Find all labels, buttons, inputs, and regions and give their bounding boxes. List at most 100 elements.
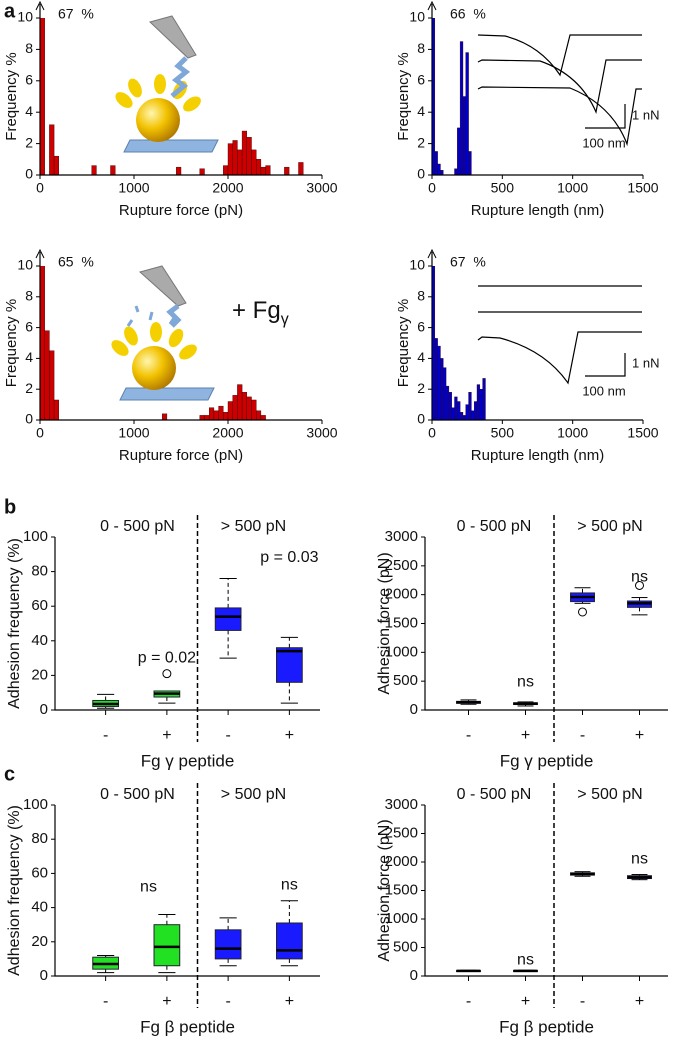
outlier	[635, 580, 644, 590]
x-tick-label: 3000	[306, 425, 337, 441]
x-tick-label: +	[162, 727, 171, 744]
x-tick-label: -	[466, 727, 471, 744]
scale-bar-label: 100 nm	[582, 383, 625, 398]
bars	[40, 18, 304, 175]
y-tick-label: 10	[409, 9, 425, 25]
bar	[40, 18, 45, 175]
x-tick-label: 1000	[118, 425, 149, 441]
arrow	[427, 0, 437, 11]
inset-label-subscript: γ	[281, 311, 289, 328]
y-tick-label: 0	[410, 967, 418, 984]
y-tick-label: 0	[40, 967, 48, 984]
bar	[44, 330, 50, 420]
y-tick-label: 10	[17, 9, 33, 25]
x-tick-label: -	[103, 727, 108, 744]
y-tick-label: 100	[23, 796, 48, 813]
annotation: p = 0.02	[138, 649, 196, 666]
bar	[256, 159, 262, 175]
x-tick-label: -	[225, 727, 230, 744]
bar	[434, 151, 438, 175]
bar	[440, 170, 444, 175]
bar	[437, 345, 441, 420]
bar	[227, 401, 233, 420]
y-axis-label: Adhesion force (pN)	[376, 552, 393, 694]
bar	[223, 165, 229, 175]
y-tick-label: 0	[25, 411, 33, 427]
x-tick-label: 500	[491, 180, 515, 196]
y-tick-label: 2000	[385, 853, 418, 870]
inset-label-text: + Fg	[232, 297, 281, 324]
bar	[49, 124, 55, 175]
x-axis-label: Rupture force (pN)	[119, 202, 243, 219]
bar	[251, 149, 257, 175]
bars	[432, 266, 486, 420]
bar	[241, 392, 248, 420]
y-tick-label: 2500	[385, 824, 418, 841]
bar	[437, 163, 441, 175]
bar	[459, 41, 464, 175]
bar	[440, 358, 444, 420]
x-axis-label: Fg β peptide	[140, 1017, 235, 1036]
y-tick-label: 0	[417, 166, 425, 182]
annotation: ns	[517, 674, 534, 691]
x-axis-label: Fg β peptide	[499, 1017, 594, 1036]
axis	[424, 805, 668, 977]
y-tick-label: 8	[417, 40, 425, 56]
bar	[260, 415, 266, 420]
bar	[223, 412, 229, 420]
bar	[443, 367, 447, 420]
y-tick-label: 6	[25, 318, 33, 334]
bar	[451, 407, 455, 420]
y-tick-label: 60	[31, 597, 48, 614]
axis	[424, 537, 668, 711]
x-tick-label: -	[580, 727, 585, 744]
bar	[246, 137, 252, 175]
bar	[246, 396, 252, 420]
bar	[232, 395, 238, 420]
bar	[479, 389, 483, 420]
box	[153, 924, 181, 967]
outlier	[162, 669, 172, 679]
bar	[199, 168, 205, 175]
bar	[468, 151, 472, 175]
bar	[454, 168, 458, 175]
x-tick-label: +	[162, 993, 171, 1010]
group-label: 0 - 500 pN	[457, 518, 532, 535]
annotation: p = 0.03	[260, 549, 318, 566]
bar	[260, 166, 266, 175]
bar	[471, 410, 475, 420]
y-axis-label: Frequency %	[3, 299, 20, 387]
bars	[40, 266, 266, 420]
bar	[457, 401, 461, 420]
y-tick-label: 0	[25, 166, 33, 182]
y-axis-label: Adhesion force (pN)	[376, 819, 393, 961]
bar	[241, 130, 248, 175]
x-tick-label: 0	[428, 425, 436, 441]
y-tick-label: 2	[417, 134, 425, 150]
box	[214, 607, 242, 631]
x-axis-label: Rupture length (nm)	[471, 447, 604, 464]
y-tick-label: 80	[31, 830, 48, 847]
annotation: 67 %	[58, 6, 94, 22]
box	[276, 922, 303, 960]
bar	[208, 407, 215, 420]
bar	[284, 166, 290, 175]
panel-label: a	[4, 0, 16, 22]
y-tick-label: 1000	[385, 910, 418, 927]
bar	[476, 384, 481, 420]
x-axis-label: Rupture force (pN)	[119, 447, 243, 464]
bar	[432, 266, 436, 420]
y-axis-label: Frequency %	[395, 52, 412, 140]
bar	[110, 165, 116, 175]
x-tick-label: +	[635, 727, 644, 744]
bar	[232, 140, 238, 175]
bar	[213, 410, 219, 420]
bar	[434, 338, 438, 420]
scale-bar-label: 1 nN	[632, 107, 659, 122]
arrow	[35, 248, 45, 259]
annotation: 67 %	[450, 254, 486, 270]
panel-label: c	[4, 763, 15, 785]
x-axis-label: Fg γ peptide	[500, 751, 594, 770]
bar	[199, 415, 205, 420]
bar	[462, 415, 466, 420]
